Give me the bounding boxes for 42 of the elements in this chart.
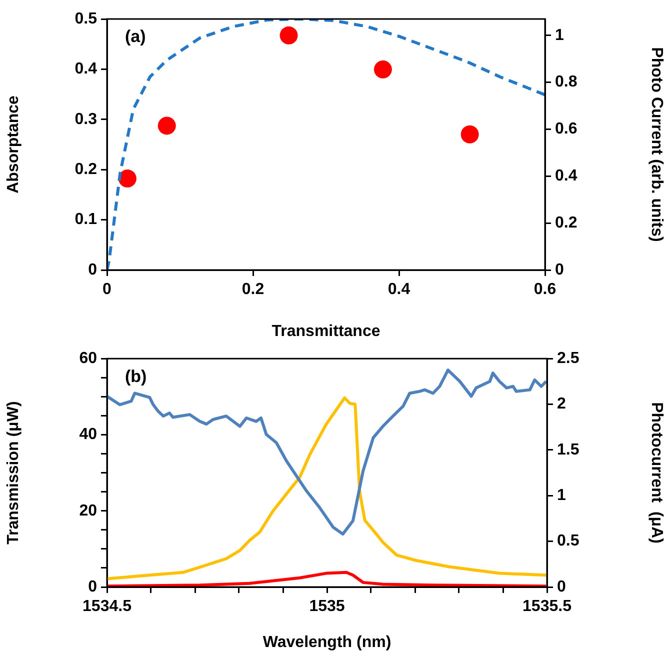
y2-tick-label: 2 (557, 396, 566, 413)
annotation: (b) (125, 366, 147, 386)
y2-tick-label: 1 (557, 487, 566, 504)
y2-tick-label: 1 (555, 26, 564, 44)
y2-tick-label: 2.5 (557, 350, 580, 368)
x-tick-label: 1535 (309, 598, 345, 616)
x-tick-label: 0.4 (388, 281, 410, 298)
y2-tick-label: 0 (557, 578, 566, 596)
y-axis-title: Transmission (μW) (5, 401, 22, 544)
y2-tick-label: 0.5 (557, 532, 580, 550)
point (118, 170, 136, 188)
y-tick-label: 0 (88, 261, 98, 278)
y2-tick-label: 0.6 (555, 120, 578, 138)
y-axis-title: Absorptance (5, 96, 22, 194)
y-tick-label: 0.5 (74, 10, 98, 28)
x-axis-title: Transmittance (272, 322, 380, 340)
point (460, 125, 479, 144)
x-tick-label: 0.2 (242, 281, 264, 298)
x-tick-label: 1534.5 (82, 598, 132, 616)
y-tick-label: 20 (79, 502, 98, 520)
y2-axis-title: Photo Current (arb. units) (648, 47, 665, 242)
point (280, 26, 298, 44)
y-tick-label: 0.3 (74, 110, 98, 128)
point (158, 116, 176, 135)
point (374, 60, 392, 78)
x-tick-label: 0.6 (534, 281, 556, 298)
y2-tick-label: 0.8 (555, 74, 578, 91)
y-tick-label: 60 (79, 350, 98, 368)
x-tick-label: 0 (102, 281, 112, 298)
y-tick-label: 0.4 (74, 60, 98, 78)
y2-tick-label: 0.4 (555, 168, 578, 185)
annotation: (a) (125, 27, 146, 46)
y-tick-label: 0.2 (74, 161, 98, 178)
y-tick-label: 0 (88, 578, 98, 596)
y-tick-label: 40 (79, 426, 98, 444)
y-tick-label: 0.1 (74, 211, 98, 228)
y2-tick-label: 1.5 (557, 441, 580, 458)
x-axis-title: Wavelength (nm) (262, 634, 392, 651)
x-tick-label: 1535.5 (522, 598, 572, 616)
y2-tick-label: 0 (555, 261, 564, 278)
y2-tick-label: 0.2 (555, 214, 578, 232)
y2-axis-title: Photocurrent (μA) (648, 402, 665, 544)
